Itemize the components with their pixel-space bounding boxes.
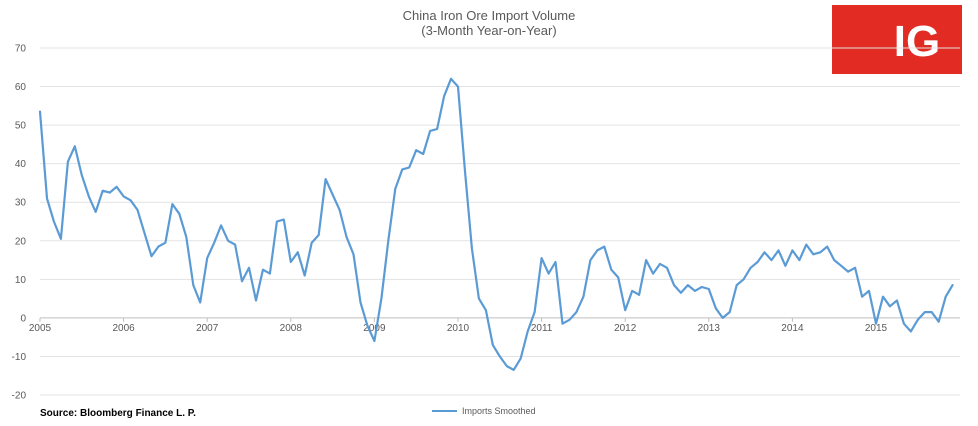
source-note: Source: Bloomberg Finance L. P. [40, 408, 196, 419]
series-layer [38, 77, 954, 371]
y-tick-label: 20 [15, 236, 27, 247]
x-tick-label: 2014 [781, 323, 804, 334]
y-tick-label: 40 [15, 159, 27, 170]
chart-title: China Iron Ore Import Volume [403, 8, 576, 23]
y-tick-label: 60 [15, 82, 27, 93]
x-axis: 2005 2006 2007 2008 2009 2010 2011 2012 2013 2014… [29, 317, 888, 334]
legend-label: Imports Smoothed [462, 406, 536, 416]
y-tick-label: -20 [12, 391, 27, 402]
logo-text: IG [894, 17, 940, 66]
logo-background [832, 5, 962, 74]
x-tick-label: 2008 [280, 323, 303, 334]
y-tick-label: 30 [15, 198, 27, 209]
x-tick-label: 2012 [614, 323, 637, 334]
x-tick-label: 2013 [698, 323, 721, 334]
legend: Imports Smoothed [432, 406, 536, 416]
x-tick-label: 2005 [29, 323, 52, 334]
x-tick-label: 2010 [447, 323, 470, 334]
series-line-imports-smoothed [38, 77, 954, 371]
y-tick-label: 70 [15, 44, 27, 55]
ig-logo: IG [832, 5, 962, 74]
x-tick-label: 2015 [865, 323, 888, 334]
y-tick-label: -10 [12, 352, 27, 363]
chart-subtitle: (3-Month Year-on-Year) [421, 23, 556, 38]
y-tick-label: 0 [20, 313, 26, 324]
x-tick-label: 2009 [363, 323, 386, 334]
y-tick-label: 10 [15, 275, 27, 286]
x-tick-label: 2011 [531, 323, 553, 334]
y-axis: 70 60 50 40 30 20 10 0 -10 -20 [12, 44, 27, 402]
y-tick-label: 50 [15, 121, 27, 132]
x-tick-label: 2007 [196, 323, 219, 334]
gridlines [40, 47, 960, 396]
x-tick-label: 2006 [112, 323, 135, 334]
